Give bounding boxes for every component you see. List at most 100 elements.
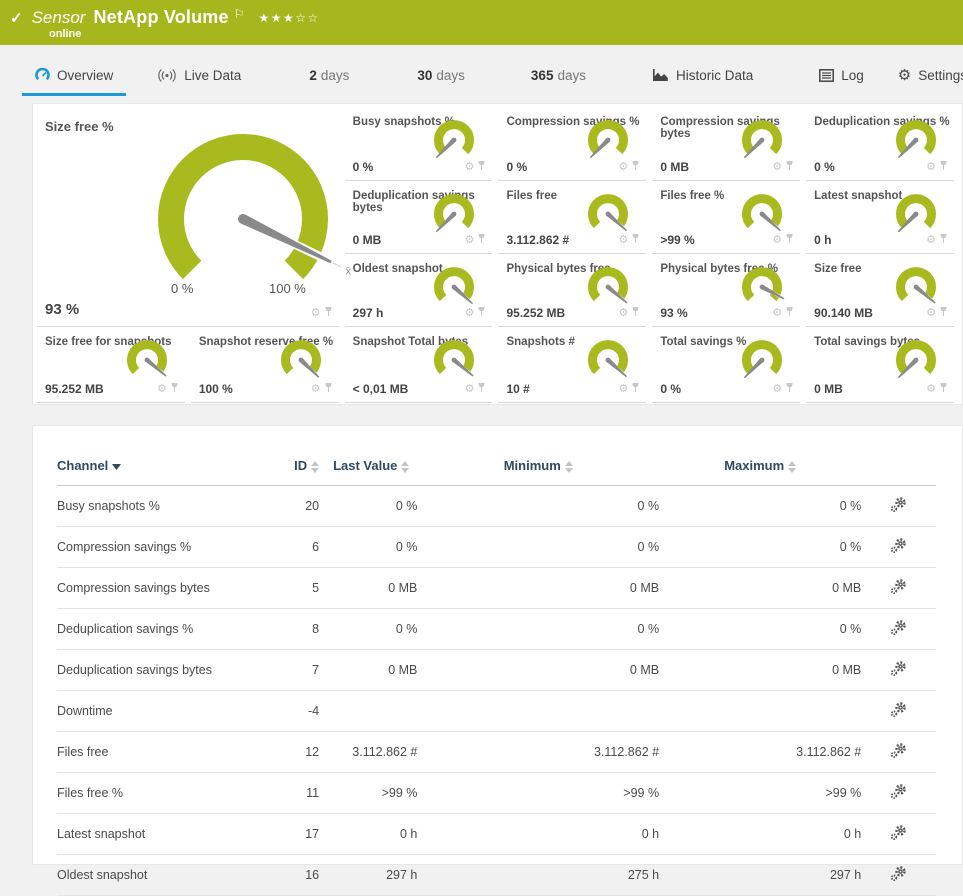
edit-channel-icon[interactable] <box>890 660 907 677</box>
cell-minimum <box>417 690 660 732</box>
cell-last-value: 0 MB <box>325 649 418 691</box>
tab-historic-data[interactable]: Historic Data <box>639 59 766 96</box>
gear-icon[interactable]: ⚙ <box>926 382 936 395</box>
gauge-tile[interactable]: Size free for snapshots 95.252 MB ⚙ <box>37 327 185 403</box>
tab-overview[interactable]: Overview <box>22 59 127 96</box>
gear-icon[interactable]: ⚙ <box>772 306 783 319</box>
gauge-title: Busy snapshots % <box>352 116 455 128</box>
gauge-tile[interactable]: Oldest snapshot 297 h ⚙ <box>344 254 493 327</box>
gauge-value: 95.252 MB <box>506 306 566 320</box>
pin-icon[interactable] <box>939 304 948 322</box>
gear-icon[interactable]: ⚙ <box>310 382 321 395</box>
column-label: Last Value <box>333 458 398 473</box>
tab-log[interactable]: Log <box>806 59 877 96</box>
tab-label: Live Data <box>184 67 242 83</box>
column-header-minimum[interactable]: Minimum <box>417 444 660 486</box>
gauge-tile[interactable]: Total savings bytes 0 MB ⚙ <box>806 327 954 403</box>
pin-icon[interactable] <box>324 304 333 322</box>
pin-icon[interactable] <box>631 304 640 322</box>
gauge-tile[interactable]: Size free 90.140 MB ⚙ <box>806 254 954 327</box>
gauge-value: 100 % <box>198 382 233 396</box>
gauge-tile[interactable]: Deduplication savings bytes 0 MB ⚙ <box>344 181 493 254</box>
column-header-maximum[interactable]: Maximum <box>659 444 862 486</box>
pin-icon[interactable] <box>477 231 486 249</box>
tab-30-days[interactable]: 30 days <box>404 59 478 96</box>
tab-2-days[interactable]: 2 days <box>296 59 362 96</box>
edit-channel-icon[interactable] <box>890 496 907 513</box>
gear-icon[interactable]: ⚙ <box>926 306 936 319</box>
pin-icon[interactable] <box>324 380 333 398</box>
edit-channel-icon[interactable] <box>890 537 907 554</box>
gear-icon[interactable]: ⚙ <box>464 233 475 246</box>
gear-icon[interactable]: ⚙ <box>464 160 475 173</box>
pin-icon[interactable] <box>477 380 486 398</box>
gear-icon[interactable]: ⚙ <box>772 233 783 246</box>
edit-channel-icon[interactable] <box>890 578 907 595</box>
pin-icon[interactable] <box>785 158 794 176</box>
table-row: Oldest snapshot 16 297 h 275 h 297 h <box>57 854 936 896</box>
gear-icon[interactable]: ⚙ <box>464 382 475 395</box>
gear-icon[interactable]: ⚙ <box>618 160 629 173</box>
cell-actions <box>861 485 936 527</box>
pin-icon[interactable] <box>631 231 640 249</box>
pin-icon[interactable] <box>631 380 640 398</box>
gauge-dial <box>582 190 634 239</box>
pin-icon[interactable] <box>939 380 948 398</box>
gauge-tile[interactable]: Files free 3.112.862 # ⚙ <box>498 181 647 254</box>
pin-icon[interactable] <box>785 380 794 398</box>
gear-icon[interactable]: ⚙ <box>926 160 936 173</box>
gauge-tile[interactable]: Deduplication savings % 0 % ⚙ <box>806 107 954 181</box>
gear-icon[interactable]: ⚙ <box>618 382 629 395</box>
pin-icon[interactable] <box>939 231 948 249</box>
cell-maximum: 297 h <box>659 854 862 896</box>
gear-icon[interactable]: ⚙ <box>156 382 167 395</box>
gauge-tile[interactable]: Physical bytes free 95.252 MB ⚙ <box>498 254 647 327</box>
flag-icon[interactable]: ⚐ <box>233 6 245 21</box>
column-header-last-value[interactable]: Last Value <box>325 444 418 486</box>
gauge-tile[interactable]: Compression savings % 0 % ⚙ <box>498 107 647 181</box>
gauge-tile[interactable]: Files free % >99 % ⚙ <box>652 181 801 254</box>
edit-channel-icon[interactable] <box>890 824 907 841</box>
gauge-title: Snapshot Total bytes <box>352 336 469 348</box>
gauge-tile[interactable]: Busy snapshots % 0 % ⚙ <box>344 107 493 181</box>
broadcast-icon <box>158 68 177 82</box>
gauge-dial <box>736 116 788 165</box>
pin-icon[interactable] <box>170 380 179 398</box>
gear-icon[interactable]: ⚙ <box>618 306 629 319</box>
gear-icon[interactable]: ⚙ <box>618 233 629 246</box>
gear-icon[interactable]: ⚙ <box>772 382 783 395</box>
priority-stars[interactable]: ★★★☆☆ <box>258 10 320 25</box>
gauge-tile[interactable]: Compression savings bytes 0 MB ⚙ <box>652 107 801 181</box>
gauge-tile[interactable]: Snapshots # 10 # ⚙ <box>498 327 647 403</box>
gauge-tile[interactable]: Total savings % 0 % ⚙ <box>652 327 801 403</box>
edit-channel-icon[interactable] <box>890 783 907 800</box>
main-gauge-tile[interactable]: Size free % x̄ 0 % 100 % 93 % ⚙ <box>37 107 351 327</box>
tab-live-data[interactable]: Live Data <box>144 59 254 96</box>
column-header-id[interactable]: ID <box>245 444 326 486</box>
gear-icon[interactable]: ⚙ <box>310 306 321 319</box>
gauge-dial <box>428 116 480 165</box>
gauge-icon <box>35 68 50 81</box>
gauge-tile[interactable]: Latest snapshot 0 h ⚙ <box>806 181 954 254</box>
edit-channel-icon[interactable] <box>890 865 907 882</box>
pin-icon[interactable] <box>477 304 486 322</box>
pin-icon[interactable] <box>785 231 794 249</box>
edit-channel-icon[interactable] <box>890 619 907 636</box>
pin-icon[interactable] <box>477 158 486 176</box>
tab-365-days[interactable]: 365 days <box>518 59 599 96</box>
edit-channel-icon[interactable] <box>890 701 907 718</box>
pin-icon[interactable] <box>631 158 640 176</box>
gear-icon[interactable]: ⚙ <box>464 306 475 319</box>
gauge-title: Size free % <box>45 119 114 134</box>
gear-icon[interactable]: ⚙ <box>772 160 783 173</box>
gauge-tile[interactable]: Snapshot Total bytes < 0,01 MB ⚙ <box>344 327 493 403</box>
tab-settings[interactable]: ⚙ Settings <box>885 59 963 96</box>
gear-icon[interactable]: ⚙ <box>926 233 936 246</box>
gauge-value: 0 h <box>814 233 832 247</box>
column-header-channel[interactable]: Channel <box>57 444 246 486</box>
edit-channel-icon[interactable] <box>890 742 907 759</box>
pin-icon[interactable] <box>939 158 948 176</box>
gauge-tile[interactable]: Physical bytes free % 93 % ⚙ <box>652 254 801 327</box>
gauge-tile[interactable]: Snapshot reserve free % 100 % ⚙ <box>190 327 339 403</box>
pin-icon[interactable] <box>785 304 794 322</box>
